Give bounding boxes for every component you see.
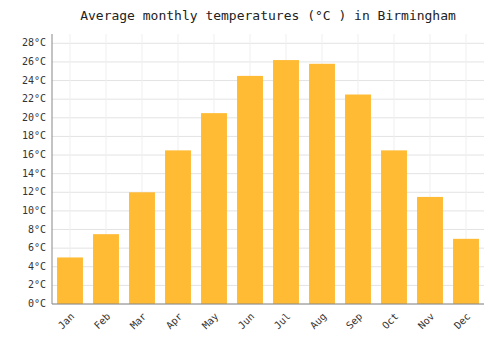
chart: 0°C 2°C 4°C 6°C 8°C 10°C 12°C 14°C 16°C 18°C 20°C 2… (0, 0, 500, 350)
grid-line-y (52, 43, 484, 44)
y-tick-label: 2°C (28, 279, 46, 290)
bars (57, 60, 479, 304)
x-tick-label: Jan (56, 311, 77, 332)
x-tick-label: Sep (344, 311, 365, 332)
y-tick-label: 10°C (22, 205, 46, 216)
x-tick-label: Jul (272, 311, 293, 332)
x-tick-label: Mar (128, 311, 149, 332)
y-tick-label: 6°C (28, 242, 46, 253)
grid-line-y (52, 173, 484, 174)
y-tick-label: 26°C (22, 56, 46, 67)
x-axis-line (52, 304, 484, 305)
bar (201, 113, 227, 304)
chart-container: 0°C 2°C 4°C 6°C 8°C 10°C 12°C 14°C 16°C 18°C 20°C 2… (0, 0, 500, 350)
x-tick-label: Apr (164, 311, 185, 332)
bar (165, 150, 191, 304)
y-tick-label: 12°C (22, 186, 46, 197)
grid-line-y (52, 99, 484, 100)
y-tick-label: 14°C (22, 168, 46, 179)
title: Average monthly temperatures (°C ) in Bi… (80, 8, 456, 23)
x-tick-label: May (200, 311, 221, 332)
grid-line-y (52, 80, 484, 81)
grid-line-y (52, 304, 484, 305)
y-tick-label: 0°C (28, 298, 46, 309)
bar (237, 76, 263, 304)
bar (309, 64, 335, 304)
y-tick-label: 4°C (28, 261, 46, 272)
y-tick-label: 8°C (28, 224, 46, 235)
bar (453, 239, 479, 304)
grid-line-y (52, 117, 484, 118)
bar (345, 95, 371, 304)
grid-line-y (52, 136, 484, 137)
bar (417, 197, 443, 304)
y-tick-label: 22°C (22, 93, 46, 104)
y-tick-label: 18°C (22, 130, 46, 141)
bar (57, 257, 83, 304)
y-tick-label: 20°C (22, 112, 46, 123)
x-tick-label: Oct (380, 311, 401, 332)
y-axis-line (52, 34, 53, 304)
grid-line-y (52, 155, 484, 156)
x-tick-label: Jun (236, 311, 257, 332)
bar (273, 60, 299, 304)
bar (381, 150, 407, 304)
bar (129, 192, 155, 304)
grid-line-y (52, 192, 484, 193)
x-tick-label: Aug (308, 311, 329, 332)
y-tick-label: 16°C (22, 149, 46, 160)
axes: 0°C 2°C 4°C 6°C 8°C 10°C 12°C 14°C 16°C 18°C 20°C 2… (22, 34, 484, 331)
bar (93, 234, 119, 304)
grid-line-y (52, 61, 484, 62)
y-tick-label: 28°C (22, 37, 46, 48)
x-tick-label: Nov (416, 311, 437, 332)
y-tick-label: 24°C (22, 75, 46, 86)
grid (52, 34, 484, 304)
x-tick-label: Feb (92, 311, 113, 332)
x-tick-label: Dec (452, 311, 473, 332)
